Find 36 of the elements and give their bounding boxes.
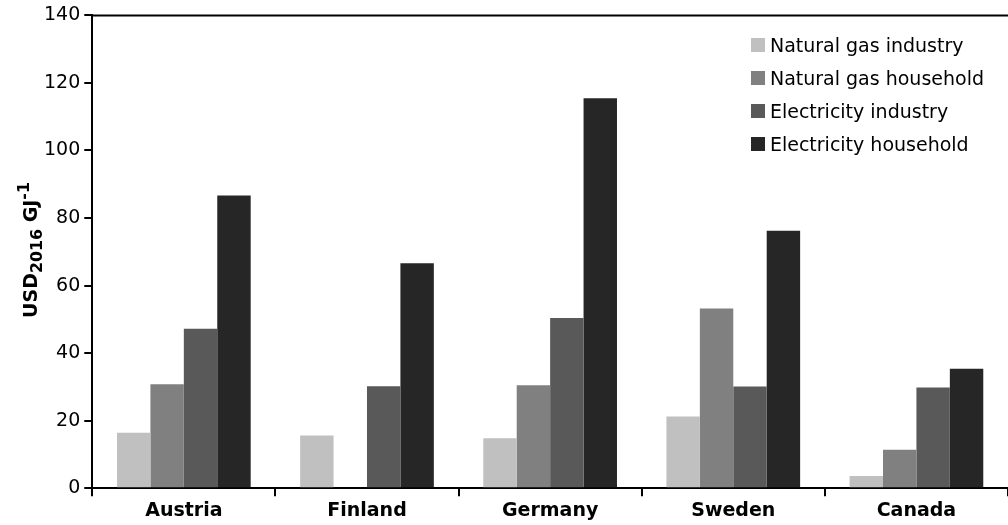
- x-tick-label: Sweden: [691, 497, 776, 520]
- bar: [300, 435, 334, 488]
- y-tick-label: 40: [56, 340, 81, 363]
- bar: [483, 438, 517, 488]
- x-tick-label: Germany: [501, 497, 599, 520]
- bar: [400, 263, 434, 488]
- bar: [699, 308, 734, 488]
- bar: [733, 386, 767, 488]
- y-tick-label: 80: [56, 204, 81, 227]
- x-tick-label: Austria: [145, 497, 223, 520]
- bar: [766, 230, 801, 488]
- bar: [217, 195, 251, 488]
- y-tick-label: 140: [44, 2, 81, 25]
- legend-label: Electricity industry: [769, 99, 949, 122]
- bar: [366, 386, 401, 488]
- y-tick-label: 0: [68, 475, 81, 498]
- bar: [116, 432, 151, 488]
- y-tick-label: 100: [44, 137, 81, 160]
- y-tick-label: 120: [44, 69, 81, 92]
- bar: [666, 416, 700, 488]
- bar: [883, 449, 917, 488]
- bar: [516, 385, 551, 488]
- bar: [583, 98, 617, 488]
- legend-label: Electricity household: [769, 132, 969, 155]
- legend-label: Natural gas household: [769, 66, 984, 89]
- x-tick-label: Finland: [327, 497, 407, 520]
- bar: [183, 328, 218, 488]
- x-tick-label: Canada: [876, 497, 957, 520]
- bar: [550, 317, 584, 488]
- bar: [150, 384, 184, 488]
- bar: [916, 387, 950, 488]
- legend-label: Natural gas industry: [769, 33, 964, 56]
- y-tick-label: 60: [56, 272, 81, 295]
- bar: [949, 368, 984, 488]
- y-tick-label: 20: [56, 407, 81, 430]
- bar: [849, 476, 883, 488]
